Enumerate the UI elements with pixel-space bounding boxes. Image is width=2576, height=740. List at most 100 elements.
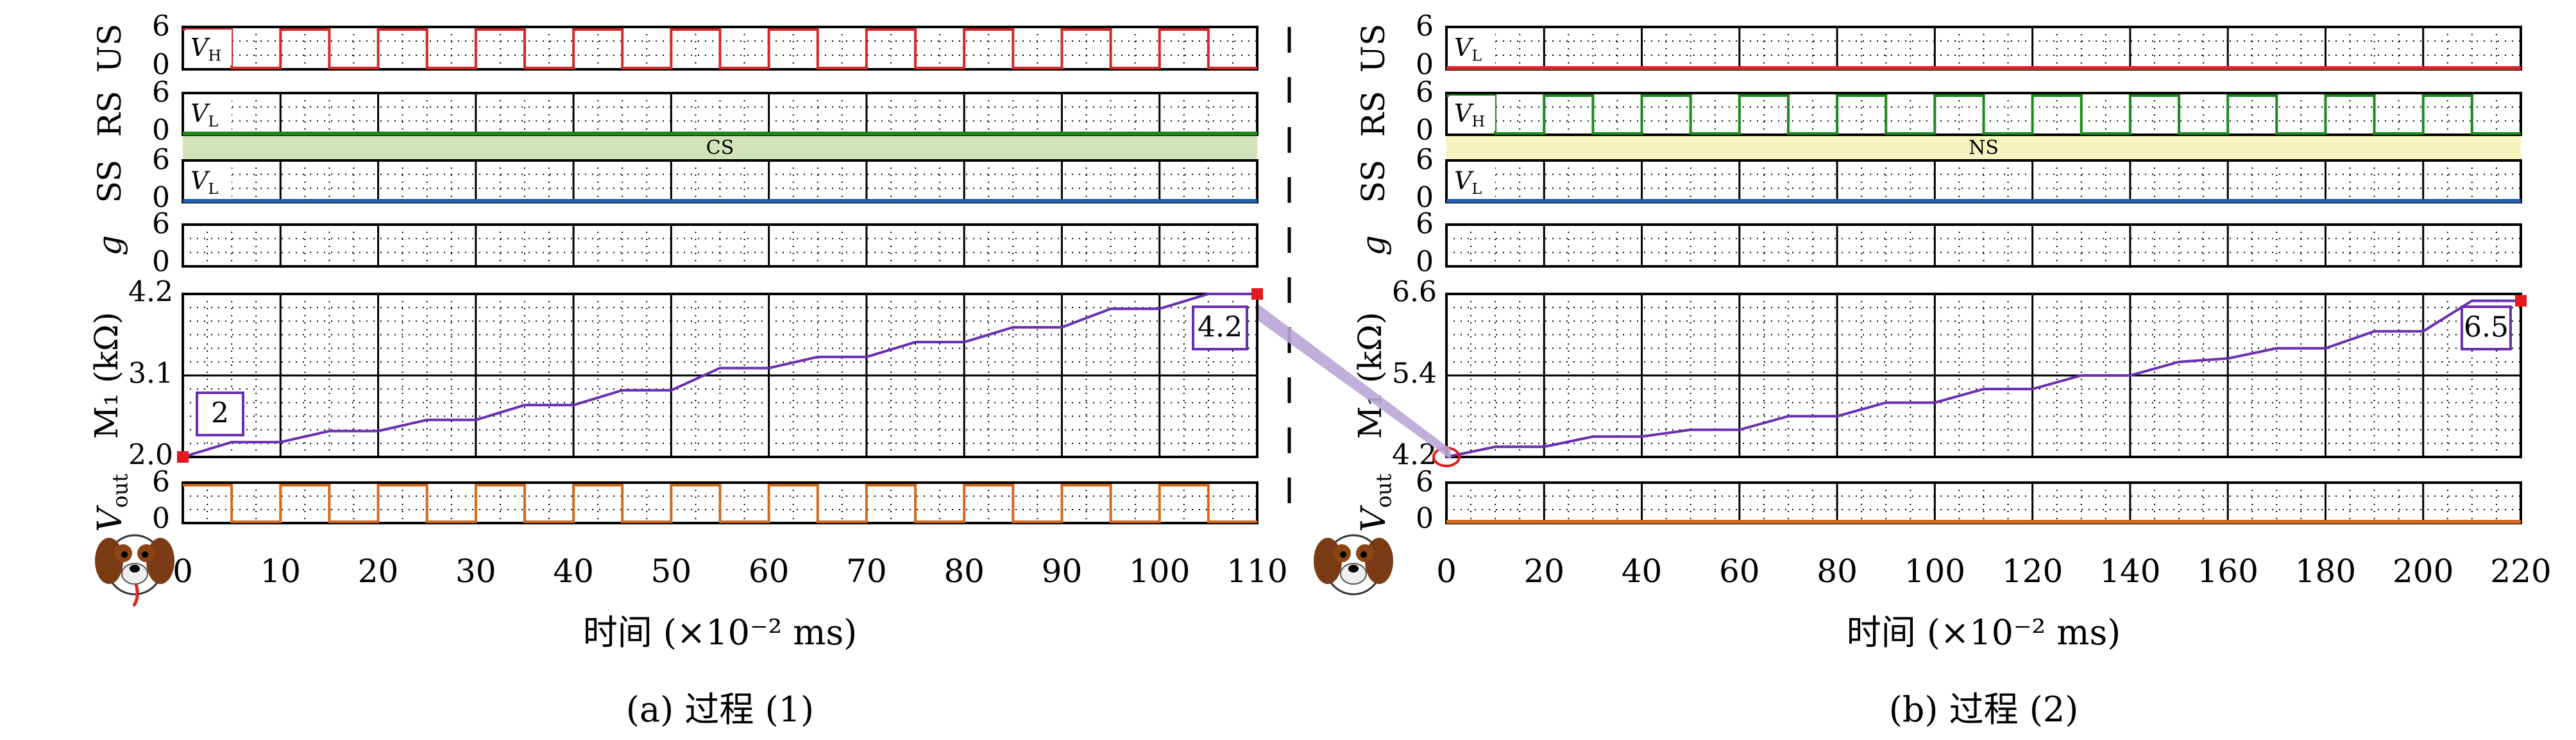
memristor-start-label: 2 xyxy=(211,397,229,430)
signal-ytick-top-4: 6 xyxy=(1416,466,1434,499)
dog-eye-left xyxy=(121,551,128,558)
memristor-point xyxy=(1836,415,1838,417)
panel-caption: (a) 过程 (1) xyxy=(626,689,814,730)
signal-ylabel-4-main: V xyxy=(1355,505,1393,532)
memristor-point xyxy=(817,356,819,358)
signal-row-3-frame xyxy=(182,223,1258,268)
signal-tag-0-main: V xyxy=(191,33,210,62)
signal-ytick-top-4: 6 xyxy=(152,466,170,499)
memristor-point xyxy=(719,366,721,369)
memristor-point xyxy=(914,341,917,343)
x-tick-label: 40 xyxy=(553,553,594,590)
dog-eye-left xyxy=(1340,551,1346,558)
signal-tag-0: VL xyxy=(1454,33,1482,65)
x-tick-label: 50 xyxy=(651,553,692,590)
x-tick-label: 10 xyxy=(260,553,301,590)
memristor-start-marker xyxy=(177,451,189,463)
x-tick-label: 0 xyxy=(1436,553,1457,590)
signal-tag-bg-0 xyxy=(185,30,232,65)
signal-ylabel-3: g xyxy=(1355,235,1392,255)
memristor-point xyxy=(426,418,428,421)
state-band-label: CS xyxy=(706,137,734,159)
signal-tag-1-sub: H xyxy=(1471,112,1485,130)
memristor-point xyxy=(2031,388,2034,390)
memristor-point xyxy=(523,404,526,406)
x-tick-label: 0 xyxy=(173,553,193,590)
signal-ytick-top-1: 6 xyxy=(152,76,170,109)
zoom-connectors xyxy=(1258,27,1451,523)
signal-ytick-bottom-0: 0 xyxy=(152,49,170,82)
signal-ytick-top-0: 6 xyxy=(1416,10,1434,43)
signal-tag-2-sub: L xyxy=(208,180,218,198)
x-tick-label: 180 xyxy=(2295,553,2356,590)
signal-ytick-bottom-2: 0 xyxy=(1416,182,1434,214)
panel-b: NSVL60USVH60RSVL60SS60g60Vout6.65.44.2M₁… xyxy=(1314,10,2552,730)
x-tick-label: 60 xyxy=(749,553,790,590)
signal-tag-2: VL xyxy=(1454,166,1482,198)
memristor-point xyxy=(1983,388,1985,390)
x-tick-label: 200 xyxy=(2393,553,2453,590)
memristor-point xyxy=(670,389,672,392)
panel-caption: (b) 过程 (2) xyxy=(1889,689,2079,730)
signal-ylabel-4: Vout xyxy=(1355,474,1396,532)
memristor-point xyxy=(475,418,477,421)
memristor-point xyxy=(1158,307,1161,310)
memristor-start-label-box xyxy=(196,392,244,436)
signal-tag-bg-2 xyxy=(1449,163,1495,198)
x-tick-label: 220 xyxy=(2490,553,2551,590)
memristor-point xyxy=(328,430,330,433)
memristor-point xyxy=(1690,429,1692,431)
memristor-point xyxy=(1591,435,1594,438)
signal-tag-2-main: V xyxy=(1454,166,1474,194)
signal-ytick-bottom-1: 0 xyxy=(1416,114,1434,147)
signal-ytick-bottom-3: 0 xyxy=(152,246,170,279)
memristor-point xyxy=(1110,307,1112,310)
memristor-point xyxy=(2129,374,2131,377)
memristor-ytick: 6.6 xyxy=(1392,276,1437,309)
memristor-point xyxy=(2422,330,2425,332)
signal-ylabel-0: US xyxy=(1355,24,1392,73)
signal-tag-bg-1 xyxy=(185,96,232,131)
x-tick-label: 100 xyxy=(1904,553,1965,590)
signal-tag-2-main: V xyxy=(191,166,210,194)
memristor-point xyxy=(2373,330,2376,332)
memristor-end-marker xyxy=(1251,288,1263,300)
state-band xyxy=(1446,135,2521,160)
signal-tag-1: VL xyxy=(191,99,218,130)
memristor-ytick: 4.2 xyxy=(128,276,173,309)
signal-trace-0 xyxy=(183,28,1257,69)
dog-nose xyxy=(130,565,140,572)
signal-tag-2-sub: L xyxy=(1471,180,1482,198)
signal-ylabel-4-sub: out xyxy=(1371,474,1396,508)
memristor-point xyxy=(1738,429,1741,431)
memristor-end-label: 6.5 xyxy=(2464,311,2509,344)
dog-eye-right xyxy=(142,551,148,558)
signal-tag-1: VH xyxy=(1454,99,1485,130)
memristor-point xyxy=(1207,293,1210,295)
dog-muzzle xyxy=(121,563,148,585)
signal-tag-1-main: V xyxy=(1454,99,1474,127)
zoom-connector-band xyxy=(1258,304,1451,460)
memristor-end-label-box xyxy=(1192,305,1248,350)
signal-ytick-bottom-4: 0 xyxy=(1416,503,1434,535)
signal-ylabel-2: SS xyxy=(91,160,128,203)
x-tick-label: 30 xyxy=(455,553,496,590)
signal-tag-1-sub: L xyxy=(208,112,218,130)
x-tick-label: 100 xyxy=(1129,553,1190,590)
memristor-point xyxy=(1494,445,1496,448)
x-tick-label: 90 xyxy=(1042,553,1083,590)
memristor-ylabel: M₁ (kΩ) xyxy=(88,312,125,439)
signal-ytick-bottom-4: 0 xyxy=(152,503,170,535)
memristor-point xyxy=(1641,435,1643,438)
signal-tag-1-main: V xyxy=(191,99,210,127)
x-tick-label: 70 xyxy=(846,553,887,590)
signal-ylabel-4-sub: out xyxy=(108,474,132,508)
dog-mascot-icon xyxy=(1314,534,1393,596)
signal-ytick-bottom-3: 0 xyxy=(1416,246,1434,279)
signal-tag-bg-1 xyxy=(1449,96,1495,131)
signal-tag-2: VL xyxy=(191,166,218,198)
memristor-point xyxy=(1787,415,1790,417)
memristor-ytick: 4.2 xyxy=(1392,439,1437,472)
memristor-point xyxy=(963,341,965,343)
